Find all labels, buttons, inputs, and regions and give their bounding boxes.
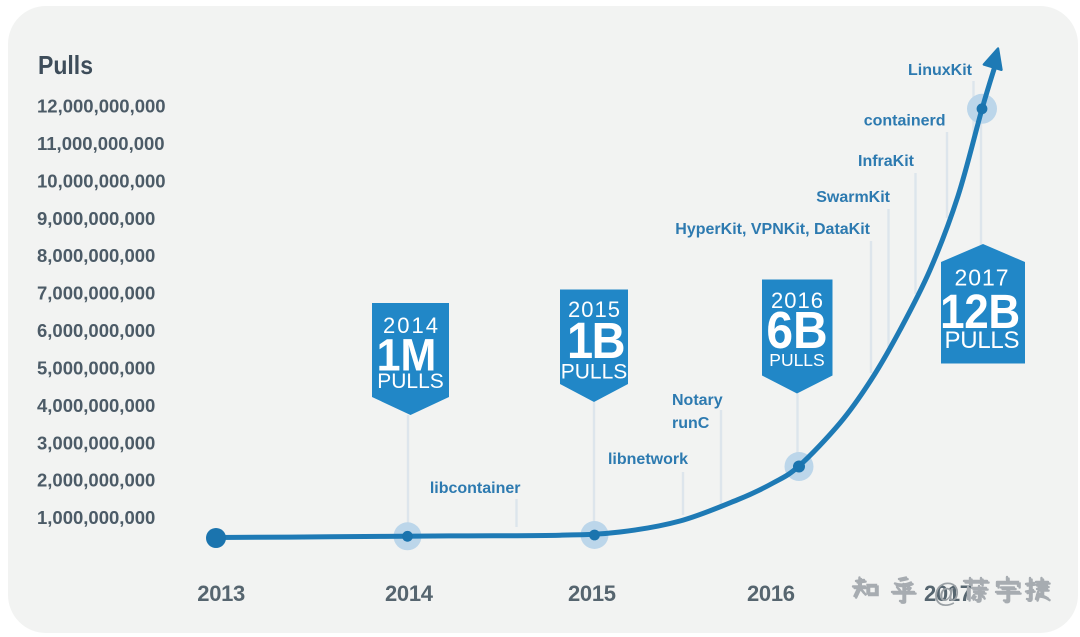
svg-text:LinuxKit: LinuxKit xyxy=(908,62,973,79)
svg-text:4,000,000,000: 4,000,000,000 xyxy=(37,395,155,416)
svg-text:@: @ xyxy=(933,578,960,608)
svg-text:1B: 1B xyxy=(567,312,624,369)
svg-text:6,000,000,000: 6,000,000,000 xyxy=(37,320,155,341)
svg-text:2015: 2015 xyxy=(568,581,616,606)
svg-text:6B: 6B xyxy=(766,301,827,359)
svg-text:7,000,000,000: 7,000,000,000 xyxy=(37,283,155,304)
svg-text:2013: 2013 xyxy=(197,581,245,606)
svg-text:Pulls: Pulls xyxy=(38,50,93,80)
svg-text:9,000,000,000: 9,000,000,000 xyxy=(37,208,155,229)
svg-text:3,000,000,000: 3,000,000,000 xyxy=(37,432,155,453)
svg-text:containerd: containerd xyxy=(864,113,946,130)
svg-text:libcontainer: libcontainer xyxy=(430,480,521,497)
svg-text:1M: 1M xyxy=(377,331,437,381)
svg-text:HyperKit, VPNKit, DataKit: HyperKit, VPNKit, DataKit xyxy=(675,221,870,238)
svg-text:PULLS: PULLS xyxy=(945,327,1020,354)
svg-text:10,000,000,000: 10,000,000,000 xyxy=(37,170,166,191)
svg-text:2,000,000,000: 2,000,000,000 xyxy=(37,470,155,491)
svg-text:12B: 12B xyxy=(940,284,1020,338)
svg-text:2015: 2015 xyxy=(568,297,620,322)
svg-text:InfraKit: InfraKit xyxy=(858,153,915,170)
svg-text:SwarmKit: SwarmKit xyxy=(816,189,890,206)
svg-text:2014: 2014 xyxy=(385,581,434,606)
svg-text:11,000,000,000: 11,000,000,000 xyxy=(37,133,165,154)
svg-text:5,000,000,000: 5,000,000,000 xyxy=(37,358,155,379)
svg-text:2017: 2017 xyxy=(924,581,972,606)
svg-text:PULLS: PULLS xyxy=(561,361,628,384)
svg-text:PULLS: PULLS xyxy=(377,370,444,393)
svg-text:1,000,000,000: 1,000,000,000 xyxy=(37,507,155,528)
svg-text:2016: 2016 xyxy=(747,581,795,606)
svg-text:12,000,000,000: 12,000,000,000 xyxy=(37,96,166,117)
svg-text:PULLS: PULLS xyxy=(769,350,824,370)
svg-text:8,000,000,000: 8,000,000,000 xyxy=(37,245,155,266)
svg-text:2017: 2017 xyxy=(955,265,1009,291)
svg-text:runC: runC xyxy=(672,415,710,432)
svg-text:libnetwork: libnetwork xyxy=(608,451,688,468)
svg-text:2016: 2016 xyxy=(771,288,823,313)
svg-text:Notary: Notary xyxy=(672,392,723,409)
